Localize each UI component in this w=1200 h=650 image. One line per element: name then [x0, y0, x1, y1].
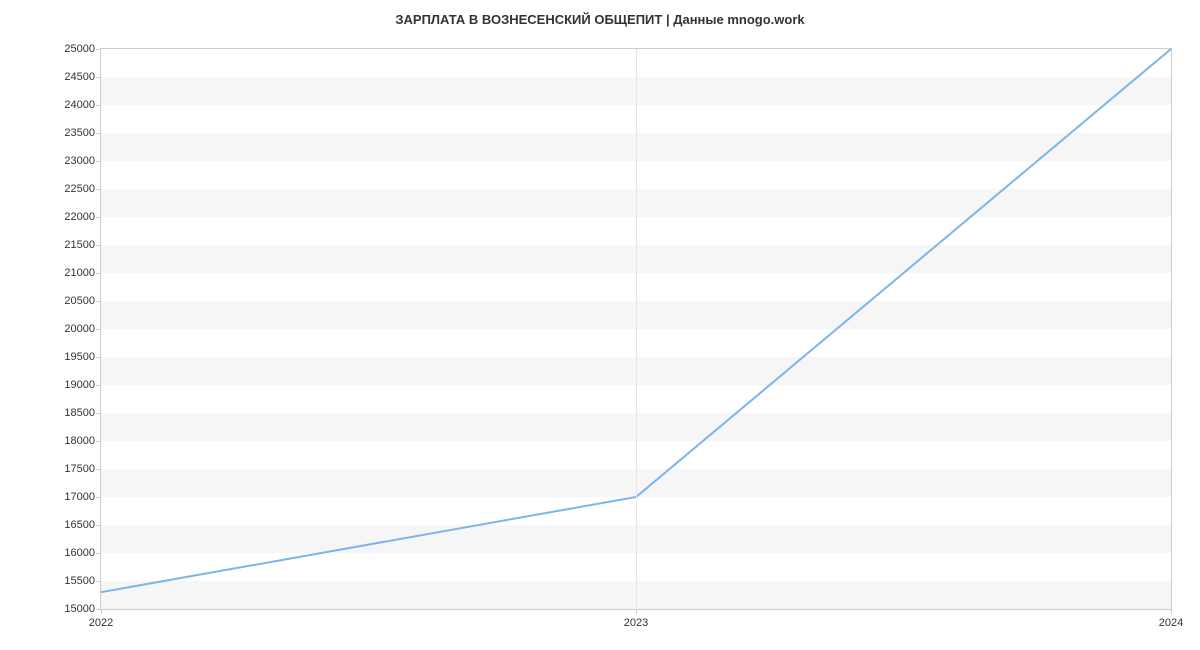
y-tick-mark: [96, 133, 101, 134]
y-tick-mark: [96, 581, 101, 582]
y-tick-mark: [96, 469, 101, 470]
y-tick-mark: [96, 525, 101, 526]
y-tick-mark: [96, 441, 101, 442]
y-tick-mark: [96, 273, 101, 274]
y-tick-label: 16000: [64, 547, 95, 559]
y-tick-label: 23000: [64, 155, 95, 167]
y-tick-mark: [96, 301, 101, 302]
y-tick-label: 20500: [64, 295, 95, 307]
y-tick-mark: [96, 329, 101, 330]
y-tick-label: 21000: [64, 267, 95, 279]
y-tick-mark: [96, 385, 101, 386]
y-tick-mark: [96, 49, 101, 50]
y-tick-label: 19500: [64, 351, 95, 363]
x-tick-label: 2022: [89, 617, 113, 629]
y-tick-mark: [96, 553, 101, 554]
y-tick-mark: [96, 105, 101, 106]
x-tick-mark: [101, 609, 102, 614]
y-tick-label: 21500: [64, 239, 95, 251]
y-tick-mark: [96, 77, 101, 78]
chart-title: ЗАРПЛАТА В ВОЗНЕСЕНСКИЙ ОБЩЕПИТ | Данные…: [0, 12, 1200, 27]
chart-container: ЗАРПЛАТА В ВОЗНЕСЕНСКИЙ ОБЩЕПИТ | Данные…: [0, 0, 1200, 650]
x-tick-mark: [636, 609, 637, 614]
y-tick-label: 23500: [64, 127, 95, 139]
x-gridline: [636, 49, 637, 609]
y-tick-label: 15500: [64, 575, 95, 587]
y-tick-mark: [96, 245, 101, 246]
y-tick-label: 22000: [64, 211, 95, 223]
y-tick-mark: [96, 189, 101, 190]
x-tick-label: 2023: [624, 617, 648, 629]
y-tick-label: 16500: [64, 519, 95, 531]
x-tick-mark: [1171, 609, 1172, 614]
y-tick-label: 18500: [64, 407, 95, 419]
y-tick-mark: [96, 161, 101, 162]
y-tick-mark: [96, 357, 101, 358]
y-tick-label: 15000: [64, 603, 95, 615]
y-tick-label: 24000: [64, 99, 95, 111]
y-tick-label: 24500: [64, 71, 95, 83]
y-tick-label: 19000: [64, 379, 95, 391]
y-tick-label: 17000: [64, 491, 95, 503]
x-tick-label: 2024: [1159, 617, 1183, 629]
y-tick-label: 20000: [64, 323, 95, 335]
y-tick-mark: [96, 217, 101, 218]
y-tick-label: 22500: [64, 183, 95, 195]
y-tick-label: 17500: [64, 463, 95, 475]
y-tick-mark: [96, 497, 101, 498]
y-tick-mark: [96, 413, 101, 414]
plot-area: 1500015500160001650017000175001800018500…: [100, 48, 1172, 610]
y-tick-label: 25000: [64, 43, 95, 55]
y-tick-label: 18000: [64, 435, 95, 447]
